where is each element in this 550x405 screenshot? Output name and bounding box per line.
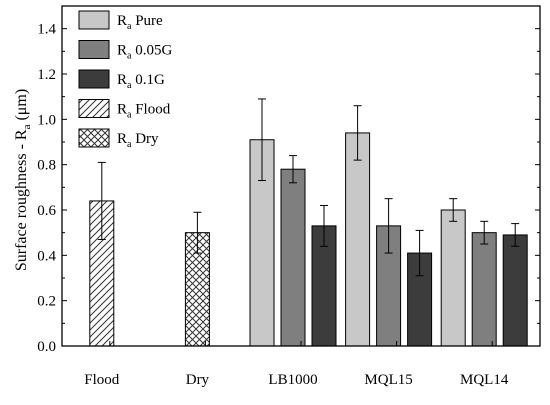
y-axis-title: Surface roughness - Ra (μm) — [13, 89, 33, 271]
legend-entry-label: Ra Pure — [117, 13, 163, 32]
bars-group — [89, 132, 528, 347]
legend-entry-label: Ra 0.05G — [117, 43, 172, 62]
y-tick-label: 0.4 — [37, 248, 56, 264]
x-category-label: Flood — [84, 372, 120, 388]
y-tick-label: 1.2 — [37, 67, 56, 83]
bar — [280, 168, 306, 347]
legend-entry-label: Ra Flood — [117, 102, 171, 121]
bar — [502, 234, 528, 347]
legend-swatch — [78, 40, 110, 59]
legend-swatch — [78, 128, 110, 148]
legend-swatch — [78, 99, 110, 118]
y-tick-label: 0.2 — [37, 294, 56, 310]
legend: Ra Pure Ra 0.05G Ra 0.1G Ra Flood Ra Dry — [78, 10, 172, 150]
x-category-label: Dry — [186, 372, 210, 388]
y-tick-label: 1.4 — [37, 22, 56, 38]
bar — [471, 232, 497, 347]
bar — [345, 132, 371, 347]
legend-swatch — [78, 69, 110, 89]
error-bars-group — [97, 98, 520, 277]
x-category-label: MQL14 — [460, 372, 509, 388]
legend-entry-label: Ra Dry — [117, 131, 159, 150]
x-category-label: MQL15 — [364, 372, 412, 388]
y-tick-label: 0.8 — [37, 158, 56, 174]
y-tick-label: 0.0 — [37, 339, 56, 355]
axes-group: 0.0 0.2 0.4 0.6 0.8 1.0 1.2 1.4 Flood Dry LB1000 MQ… — [37, 5, 541, 388]
legend-swatch — [78, 10, 110, 30]
y-tick-label: 1.0 — [37, 112, 56, 128]
x-category-label: LB1000 — [268, 372, 317, 388]
legend-entry-label: Ra 0.1G — [117, 72, 165, 91]
y-tick-label: 0.6 — [37, 203, 56, 219]
bar — [311, 225, 337, 347]
bar — [440, 209, 466, 347]
